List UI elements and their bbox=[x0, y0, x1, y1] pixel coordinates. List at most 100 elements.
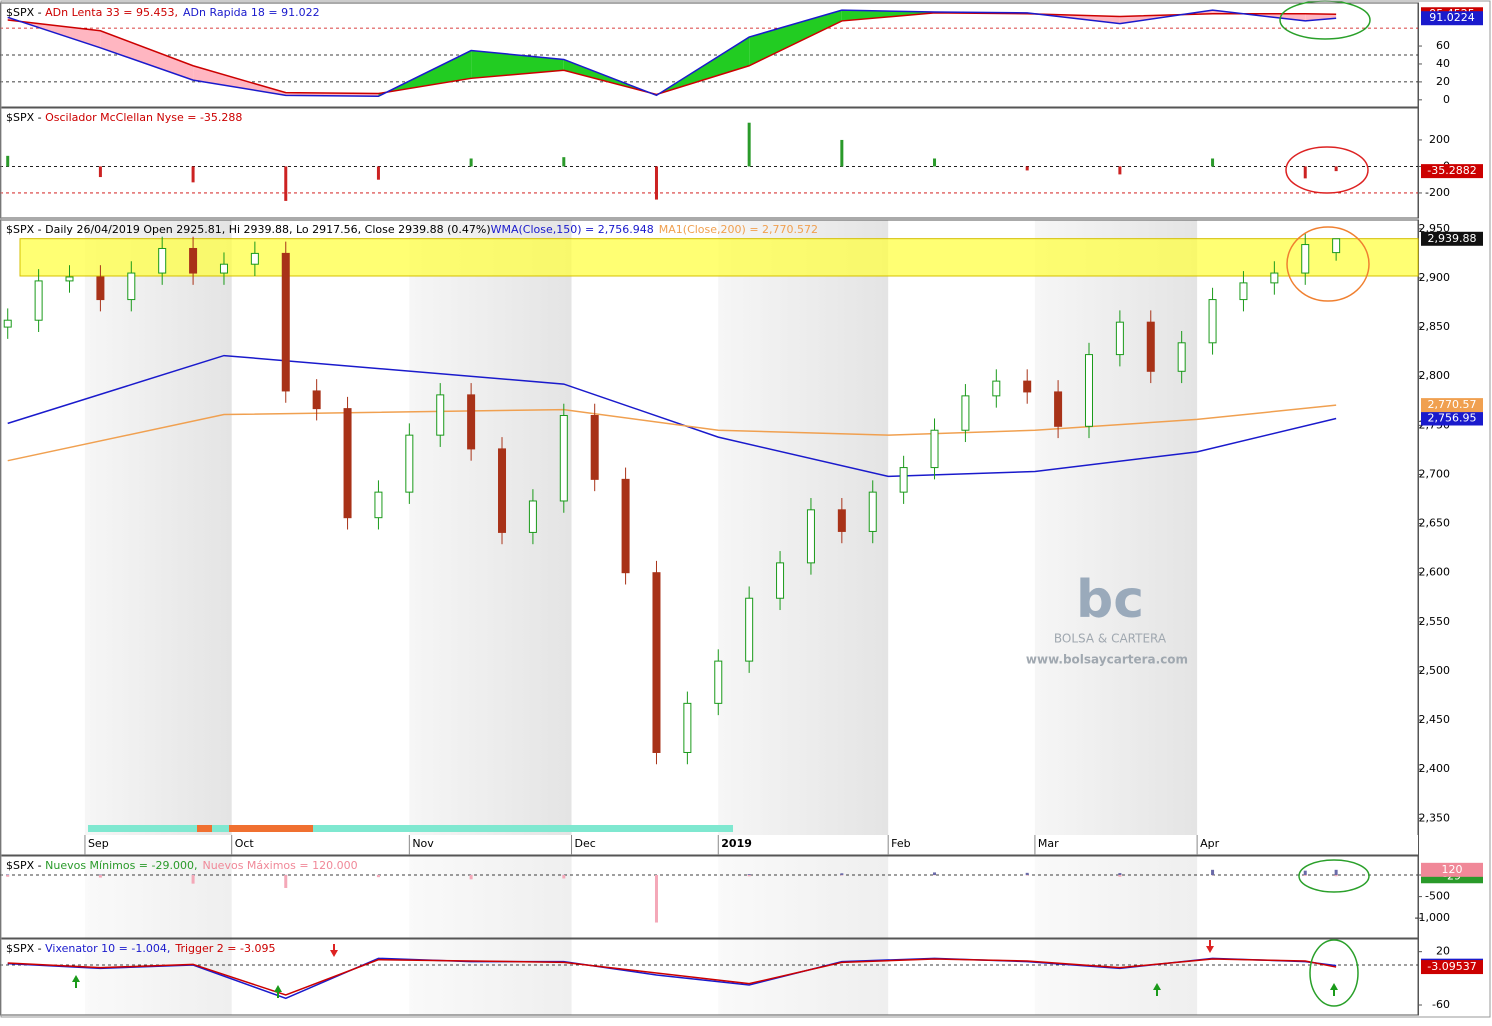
panel-header: $SPX - ADn Lenta 33 = 95.453, ADn Rapida … bbox=[6, 6, 320, 19]
histogram-bar bbox=[1118, 166, 1122, 175]
candle-body bbox=[683, 702, 692, 753]
series-legend: WMA(Close,150) = 2,756.948 bbox=[491, 223, 654, 236]
series-legend: ADn Lenta 33 = 95.453, bbox=[45, 6, 178, 19]
candle-body bbox=[652, 572, 661, 753]
y-tick-label: -1,000 bbox=[1415, 911, 1450, 924]
bar bbox=[562, 875, 566, 879]
candle-body bbox=[992, 380, 1001, 397]
candle-body bbox=[1332, 238, 1341, 254]
watermark-name: BOLSA & CARTERA bbox=[1054, 632, 1167, 646]
y-tick-label: -60 bbox=[1432, 998, 1450, 1011]
candle-body bbox=[1239, 282, 1248, 301]
candle-body bbox=[498, 448, 507, 533]
histogram-bar bbox=[469, 158, 473, 167]
candle-body bbox=[96, 276, 105, 301]
y-tick-label: -500 bbox=[1425, 890, 1450, 903]
candle-body bbox=[467, 394, 476, 450]
panel-title: $SPX - bbox=[6, 111, 45, 124]
y-tick-label: 2,850 bbox=[1419, 320, 1451, 333]
series-legend: Nuevos Máximos = 120.000 bbox=[202, 859, 357, 872]
last-value-box bbox=[1421, 862, 1483, 877]
candle-body bbox=[1023, 380, 1032, 393]
annotations bbox=[72, 0, 1371, 1007]
month-shading bbox=[84, 220, 1198, 1015]
panel-title: $SPX - bbox=[6, 859, 45, 872]
candle-body bbox=[65, 276, 74, 282]
series-legend: ADn Rapida 18 = 91.022 bbox=[183, 6, 320, 19]
y-tick-label: 20 bbox=[1436, 75, 1450, 88]
histogram-bar bbox=[747, 122, 751, 167]
series-legend: Vixenator 10 = -1.004, bbox=[45, 942, 170, 955]
histogram-bar bbox=[284, 166, 288, 201]
bar bbox=[191, 875, 195, 884]
bar bbox=[933, 872, 937, 876]
y-tick-label: 2,500 bbox=[1419, 664, 1451, 677]
candle-body bbox=[714, 660, 723, 704]
panel-header: $SPX - Daily 26/04/2019 Open 2925.81, Hi… bbox=[6, 223, 818, 236]
bar bbox=[6, 875, 10, 877]
y-tick-label: 2,350 bbox=[1419, 811, 1451, 824]
last-value-box bbox=[1421, 164, 1483, 179]
sell-arrow bbox=[1206, 940, 1214, 953]
panel-header: $SPX - Vixenator 10 = -1.004, Trigger 2 =… bbox=[6, 942, 275, 955]
x-tick-label: Mar bbox=[1038, 837, 1059, 850]
highlight-ellipse bbox=[1298, 859, 1370, 893]
watermark: bc BOLSA & CARTERA www.bolsaycartera.com bbox=[1026, 570, 1188, 667]
candle-body bbox=[436, 394, 445, 436]
highlight-ellipse bbox=[1286, 226, 1370, 302]
bar bbox=[284, 875, 288, 888]
last-value-box bbox=[1421, 960, 1483, 975]
last-value-box bbox=[1421, 398, 1483, 413]
series-legend: Nuevos Mínimos = -29.000, bbox=[45, 859, 197, 872]
candle-body bbox=[1054, 391, 1063, 427]
x-tick-label: Dec bbox=[575, 837, 596, 850]
bar bbox=[1118, 873, 1122, 876]
candle-body bbox=[899, 467, 908, 493]
y-tick-label: 20 bbox=[1436, 945, 1450, 958]
last-value-box bbox=[1421, 11, 1483, 26]
bar bbox=[376, 875, 380, 878]
histogram-bar bbox=[933, 158, 937, 167]
highlight-ellipse bbox=[1285, 146, 1369, 194]
y-tick-label: 40 bbox=[1436, 57, 1450, 70]
y-tick-label: 2,650 bbox=[1419, 517, 1451, 530]
candle-body bbox=[219, 263, 228, 274]
fill-band bbox=[749, 10, 842, 66]
series-legend: Trigger 2 = -3.095 bbox=[174, 942, 275, 955]
x-tick-label: Sep bbox=[88, 837, 109, 850]
candle-body bbox=[930, 429, 939, 469]
candle-body bbox=[405, 434, 414, 493]
watermark-logo: bc bbox=[1076, 570, 1144, 630]
series-legend: MA1(Close,200) = 2,770.572 bbox=[659, 223, 818, 236]
x-tick-label: Feb bbox=[891, 837, 910, 850]
panel-title: $SPX - Daily 26/04/2019 Open 2925.81, Hi… bbox=[6, 223, 491, 236]
histogram-bar bbox=[654, 166, 658, 200]
x-tick-label: 2019 bbox=[721, 837, 752, 850]
panel-title: $SPX - bbox=[6, 6, 45, 19]
candle-body bbox=[961, 395, 970, 431]
y-tick-label: 0 bbox=[1443, 93, 1450, 106]
month-band bbox=[84, 856, 232, 1015]
histogram-bar bbox=[376, 166, 380, 180]
y-tick-label: 2,800 bbox=[1419, 369, 1451, 382]
month-band bbox=[1034, 220, 1198, 835]
histogram-bar bbox=[1211, 158, 1215, 167]
bar bbox=[1303, 870, 1307, 876]
candle-body bbox=[3, 319, 12, 328]
histogram-bar bbox=[6, 155, 10, 167]
fill-band bbox=[100, 30, 194, 81]
x-tick-label: Nov bbox=[412, 837, 434, 850]
histogram-bar bbox=[1334, 166, 1338, 172]
month-band bbox=[409, 856, 572, 1015]
bar bbox=[1025, 872, 1029, 876]
candle-body bbox=[374, 491, 383, 519]
y-tick-label: 60 bbox=[1436, 39, 1450, 52]
y-tick-label: 2,900 bbox=[1419, 271, 1451, 284]
candle-body bbox=[250, 252, 259, 265]
fill-band bbox=[1305, 13, 1337, 21]
series-line bbox=[7, 354, 1337, 478]
candle-body bbox=[776, 562, 785, 599]
last-value-label: 2,756.95 bbox=[1428, 412, 1477, 425]
candle-body bbox=[868, 491, 877, 532]
